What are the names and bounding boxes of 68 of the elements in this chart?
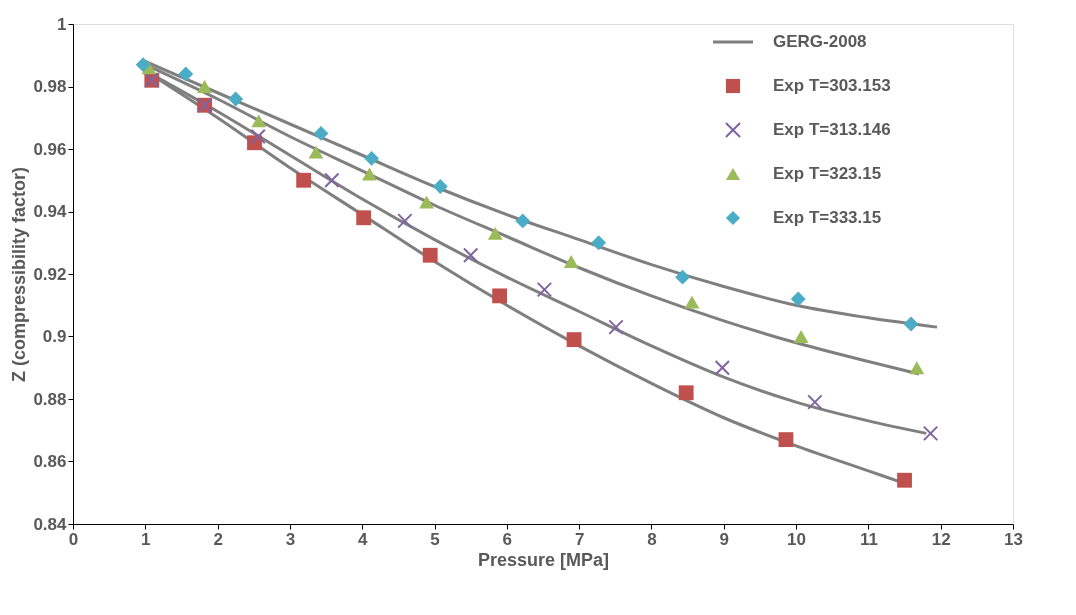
point bbox=[462, 247, 479, 263]
point bbox=[296, 172, 312, 188]
x-tick-label: 12 bbox=[931, 529, 951, 549]
x-tick-label: 7 bbox=[574, 529, 585, 549]
point bbox=[362, 167, 377, 181]
point bbox=[675, 269, 690, 285]
y-tick-label: 0.98 bbox=[33, 77, 67, 96]
x-tick-label: 4 bbox=[358, 529, 368, 549]
y-tick-label: 0.94 bbox=[33, 202, 68, 221]
y-tick-label: 0.86 bbox=[33, 452, 67, 471]
point bbox=[678, 385, 694, 401]
point bbox=[250, 128, 266, 145]
legend-label: Exp T=313.146 bbox=[773, 120, 891, 139]
point bbox=[419, 195, 434, 209]
point bbox=[903, 316, 919, 332]
point bbox=[135, 57, 151, 73]
point bbox=[909, 361, 925, 375]
point bbox=[492, 288, 508, 304]
x-tick-label: 0 bbox=[68, 529, 79, 549]
y-axis-title: Z (compressibility factor) bbox=[9, 166, 30, 383]
point bbox=[778, 432, 794, 448]
x-tick-label: 2 bbox=[213, 529, 223, 549]
y-tick-label: 0.96 bbox=[33, 139, 67, 159]
point bbox=[178, 66, 194, 82]
x-tick-label: 1 bbox=[141, 529, 151, 549]
point bbox=[536, 281, 553, 298]
point bbox=[807, 394, 823, 410]
point bbox=[790, 291, 806, 307]
point bbox=[515, 213, 531, 229]
x-tick-label: 13 bbox=[1004, 529, 1023, 549]
x-tick-label: 11 bbox=[859, 529, 878, 549]
point bbox=[313, 125, 329, 141]
point bbox=[364, 150, 380, 166]
y-tick-label: 0.88 bbox=[33, 389, 67, 409]
legend-label: Exp T=303.153 bbox=[773, 76, 891, 95]
y-tick-label: 0.84 bbox=[33, 514, 68, 534]
point bbox=[684, 295, 700, 309]
x-tick-label: 9 bbox=[719, 529, 729, 549]
point bbox=[228, 91, 244, 107]
x-tick-label: 3 bbox=[285, 529, 296, 549]
point bbox=[793, 330, 809, 343]
point bbox=[324, 172, 340, 188]
point bbox=[197, 80, 213, 93]
point bbox=[714, 360, 731, 376]
legend-label: Exp T=323.15 bbox=[773, 164, 882, 183]
y-tick-label: 0.92 bbox=[33, 264, 67, 284]
legend-label: GERG-2008 bbox=[773, 32, 867, 51]
x-axis-title: Pressure [MPa] bbox=[477, 549, 610, 570]
point bbox=[432, 179, 448, 194]
x-tick-label: 5 bbox=[430, 529, 440, 549]
x-tick-label: 8 bbox=[647, 529, 657, 549]
point bbox=[356, 210, 372, 226]
point bbox=[487, 226, 503, 240]
point bbox=[897, 472, 912, 488]
x-tick-label: 6 bbox=[502, 529, 513, 549]
point bbox=[922, 425, 939, 442]
point bbox=[563, 255, 579, 268]
y-tick-label: 0.9 bbox=[42, 327, 67, 346]
point bbox=[591, 235, 607, 251]
point bbox=[397, 213, 413, 229]
point bbox=[608, 319, 624, 335]
y-tick-label: 1 bbox=[57, 14, 67, 34]
point bbox=[566, 332, 582, 348]
point bbox=[251, 114, 267, 128]
point bbox=[422, 247, 438, 263]
x-tick-label: 10 bbox=[787, 529, 807, 549]
point bbox=[308, 145, 324, 159]
legend-label: Exp T=333.15 bbox=[773, 208, 882, 227]
